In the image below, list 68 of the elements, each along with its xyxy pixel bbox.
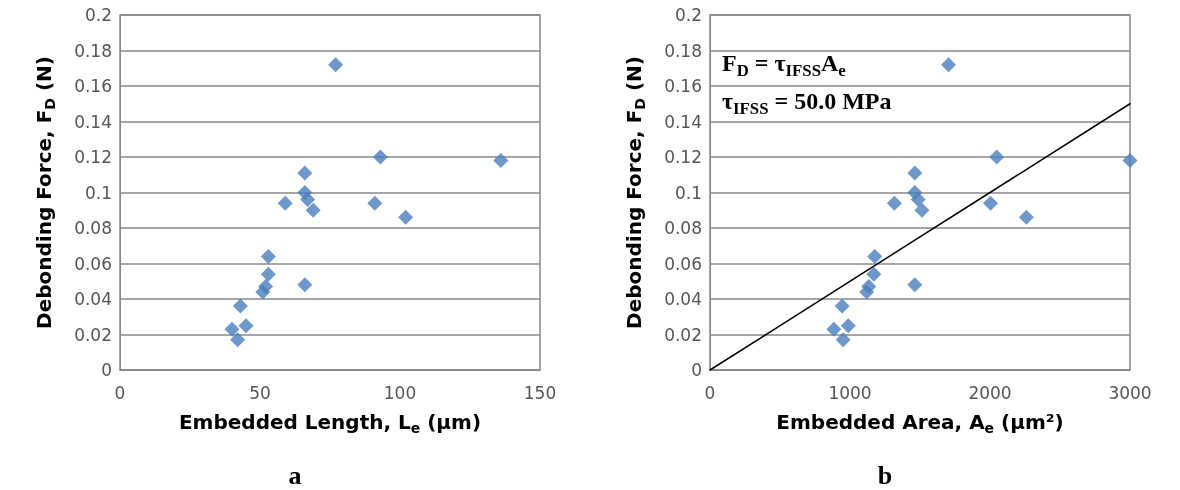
point	[238, 318, 254, 334]
x-tick-label: 50	[249, 382, 271, 403]
point	[277, 195, 293, 211]
point	[989, 149, 1005, 165]
point	[232, 298, 248, 314]
y-tick-label: 0.2	[674, 5, 702, 25]
point	[297, 277, 313, 293]
point	[983, 195, 999, 211]
x-tick-label: 100	[383, 382, 417, 403]
y-tick-label: 0.14	[74, 111, 112, 132]
point	[834, 298, 850, 314]
y-tick-label: 0.06	[664, 253, 702, 274]
x-tick-label: 0	[114, 382, 126, 403]
y-tick-label: 0	[691, 360, 702, 380]
y-tick-label: 0	[101, 360, 112, 380]
point	[861, 279, 877, 295]
y-tick-label: 0.02	[664, 324, 702, 345]
point	[910, 192, 926, 208]
y-tick-label: 0.18	[74, 40, 112, 61]
x-tick-label: 150	[523, 382, 557, 403]
y-tick-label: 0.1	[84, 182, 112, 203]
point	[300, 192, 316, 208]
point	[297, 165, 313, 181]
point	[826, 321, 842, 337]
y-tick-label: 0.12	[664, 147, 702, 167]
y-tick-label: 0.16	[664, 76, 702, 96]
y-tick-label: 0.16	[74, 76, 112, 96]
y-axis-title: Debonding Force, FD (N)	[32, 56, 58, 329]
point	[1018, 209, 1034, 225]
x-tick-label: 0	[704, 382, 716, 403]
y-tick-label: 0.12	[74, 147, 112, 167]
point	[372, 149, 388, 165]
y-tick-label: 0.2	[84, 5, 112, 25]
y-tick-label: 0.06	[74, 253, 112, 274]
point	[230, 332, 246, 348]
point	[907, 165, 923, 181]
point	[914, 202, 930, 218]
point	[260, 248, 276, 264]
y-tick-label: 0.18	[664, 40, 702, 61]
y-tick-label: 0.14	[664, 111, 702, 132]
point	[305, 202, 321, 218]
point	[328, 57, 344, 73]
y-axis-title: Debonding Force, FD (N)	[622, 56, 648, 329]
point	[224, 321, 240, 337]
point	[941, 57, 957, 73]
point	[258, 279, 274, 295]
point	[260, 266, 276, 282]
x-tick-label: 2000	[968, 382, 1012, 403]
y-tick-label: 0.02	[74, 324, 112, 345]
point	[840, 318, 856, 334]
y-tick-label: 0.04	[74, 289, 112, 309]
point	[866, 266, 882, 282]
text: b	[877, 460, 893, 490]
point	[886, 195, 902, 211]
point	[1122, 153, 1138, 169]
point	[398, 209, 414, 225]
point	[835, 332, 851, 348]
point	[867, 248, 883, 264]
point	[493, 153, 509, 169]
point	[907, 277, 923, 293]
y-tick-label: 0.1	[674, 182, 702, 203]
x-tick-label: 3000	[1108, 382, 1152, 403]
x-tick-label: 1000	[828, 382, 872, 403]
y-tick-label: 0.08	[74, 218, 112, 238]
y-tick-label: 0.04	[664, 289, 702, 309]
text: a	[288, 460, 302, 490]
y-tick-label: 0.08	[664, 218, 702, 238]
point	[367, 195, 383, 211]
